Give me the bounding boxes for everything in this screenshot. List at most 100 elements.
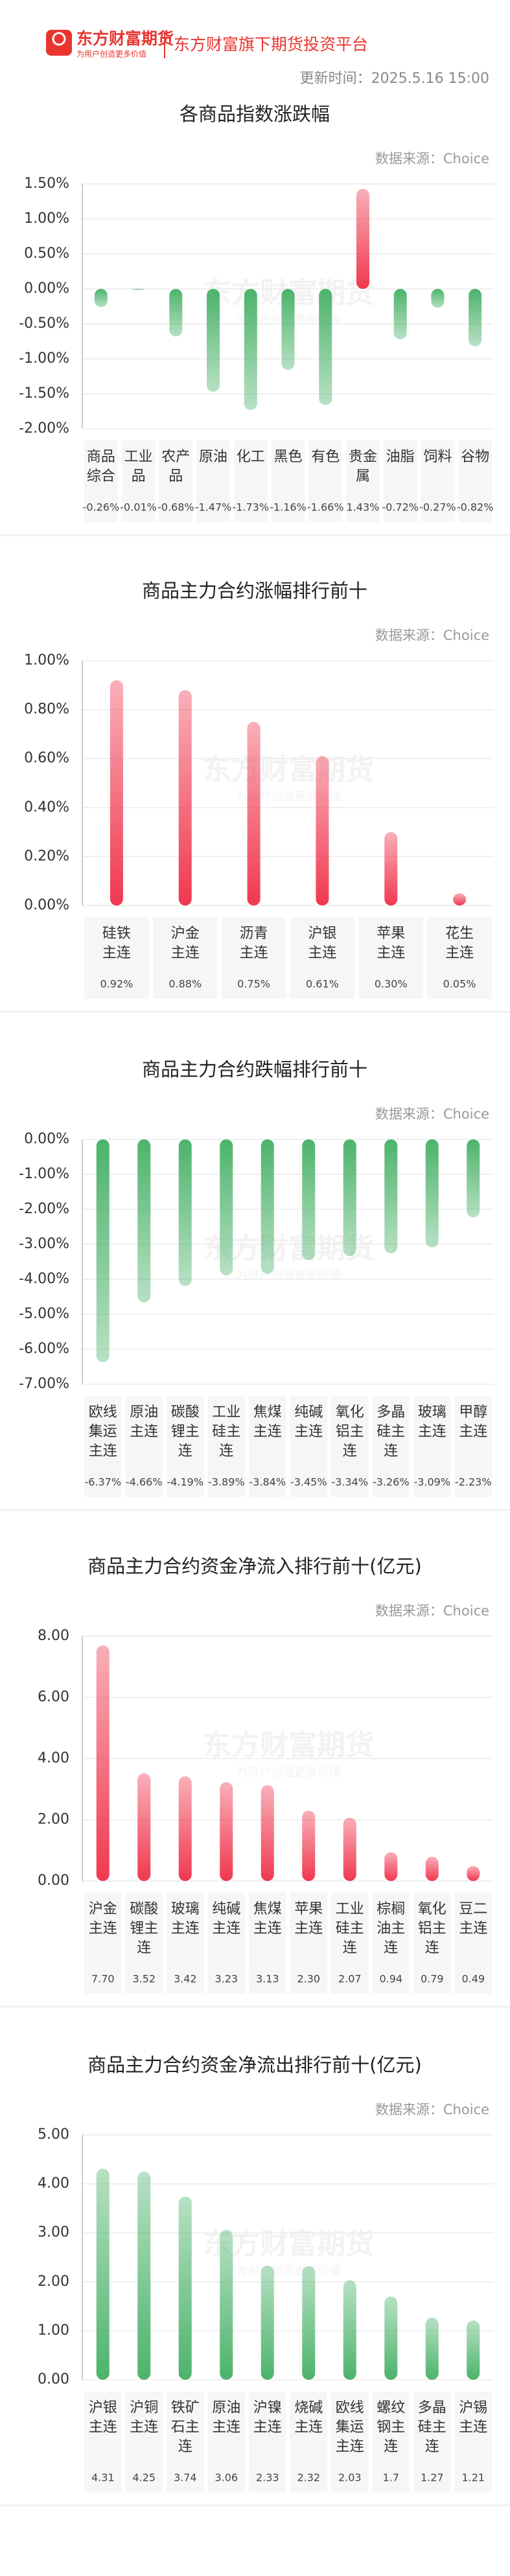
value-label: 0.61% <box>306 978 339 990</box>
x-tick-label: 碳酸锂主连 <box>171 1404 200 1459</box>
label-box <box>125 1396 163 1497</box>
y-tick-label: -4.00% <box>19 1271 69 1287</box>
y-tick-label: 1.00% <box>24 652 69 668</box>
value-label: 3.13 <box>256 1973 279 1985</box>
value-label: 0.92% <box>100 978 133 990</box>
bar <box>384 2296 398 2380</box>
x-tick-label: 铁矿石主连 <box>171 2400 200 2455</box>
y-tick-label: 0.00% <box>24 280 69 297</box>
bar <box>467 2320 480 2380</box>
x-tick-label: 豆二主连 <box>459 1901 487 1937</box>
y-tick-label: 0.80% <box>24 701 69 718</box>
value-label: 0.75% <box>237 978 270 990</box>
label-box <box>159 440 193 522</box>
watermark-slogan: 为用户创造更多价值 <box>236 1766 341 1779</box>
x-tick-label: 原油主连 <box>130 1404 158 1440</box>
y-tick-label: 0.20% <box>24 848 69 864</box>
bar <box>467 1865 480 1881</box>
label-box <box>308 440 343 522</box>
bar <box>384 1852 398 1881</box>
bar <box>96 1645 110 1881</box>
x-tick-label: 谷物 <box>461 449 489 465</box>
label-box <box>331 2391 369 2492</box>
data-source: 数据来源：Choice <box>375 1603 489 1619</box>
x-tick-label: 碳酸锂主连 <box>130 1901 158 1956</box>
x-tick-label: 焦煤主连 <box>253 1404 282 1440</box>
bar <box>343 1818 356 1881</box>
value-label: -0.82% <box>457 501 494 514</box>
label-box <box>207 1396 245 1497</box>
x-tick-label: 多晶硅主连 <box>377 1404 405 1459</box>
x-tick-label: 沪铜主连 <box>130 2400 158 2435</box>
logo-mark <box>52 32 66 46</box>
bar <box>261 1785 274 1881</box>
y-tick-label: 2.00 <box>38 1812 69 1828</box>
x-tick-label: 硅铁主连 <box>102 926 131 961</box>
value-label: 2.30 <box>297 1973 320 1985</box>
label-box <box>413 1893 451 1994</box>
value-label: 2.32 <box>297 2472 320 2484</box>
bar <box>425 1856 439 1881</box>
value-label: -0.68% <box>157 501 194 514</box>
y-tick-label: 0.00 <box>38 2371 69 2388</box>
x-tick-label: 花生主连 <box>445 926 474 961</box>
value-label: -1.16% <box>270 501 307 514</box>
value-label: -3.09% <box>413 1476 450 1488</box>
bar <box>178 1776 192 1881</box>
label-box <box>421 440 455 522</box>
y-tick-label: -2.00% <box>19 420 69 437</box>
watermark-slogan: 为用户创造更多价值 <box>236 2264 341 2278</box>
x-tick-label: 玻璃主连 <box>418 1404 446 1440</box>
bar <box>110 680 123 906</box>
label-box <box>290 917 355 999</box>
label-box <box>249 1396 286 1497</box>
chart-title: 商品主力合约资金净流入排行前十(亿元) <box>87 1555 422 1577</box>
label-box <box>84 1893 122 1994</box>
label-box <box>331 1893 369 1994</box>
y-tick-label: -1.00% <box>19 1166 69 1182</box>
bar <box>178 1139 192 1286</box>
y-tick-label: 0.00% <box>24 897 69 913</box>
y-tick-label: 0.60% <box>24 750 69 766</box>
chart-title: 各商品指数涨跌幅 <box>180 103 330 125</box>
label-box <box>84 917 149 999</box>
bar <box>343 2280 356 2380</box>
logo-icon <box>46 30 72 56</box>
y-tick-label: 0.00% <box>24 1131 69 1147</box>
value-label: 3.42 <box>174 1973 197 1985</box>
value-label: 0.30% <box>375 978 408 990</box>
label-box <box>413 1396 451 1497</box>
bar <box>453 893 467 906</box>
bar <box>137 1773 151 1881</box>
label-box <box>196 440 230 522</box>
chart-title: 商品主力合约涨幅排行前十 <box>142 580 367 602</box>
label-box <box>454 2391 492 2492</box>
bar <box>244 289 257 410</box>
bar <box>261 1139 274 1274</box>
value-label: -4.19% <box>167 1476 203 1488</box>
label-box <box>331 1396 369 1497</box>
bar <box>393 289 407 339</box>
x-tick-label: 贵金属 <box>349 449 377 484</box>
bar <box>207 289 220 392</box>
x-tick-label: 农产品 <box>161 449 190 484</box>
x-tick-label: 螺纹钢主连 <box>377 2400 405 2455</box>
label-box <box>346 440 380 522</box>
x-tick-label: 苹果主连 <box>377 926 405 961</box>
x-tick-label: 工业品 <box>124 449 153 484</box>
x-tick-label: 化工 <box>237 449 265 465</box>
value-label: -4.66% <box>126 1476 163 1488</box>
value-label: 4.25 <box>132 2472 156 2484</box>
y-tick-label: 3.00 <box>38 2224 69 2240</box>
label-box <box>84 1396 122 1497</box>
x-tick-label: 沪锡主连 <box>459 2400 487 2435</box>
value-label: 3.74 <box>174 2472 197 2484</box>
x-tick-label: 烧碱主连 <box>294 2400 323 2435</box>
label-box <box>372 2391 410 2492</box>
update-time: 更新时间：2025.5.16 15:00 <box>300 71 489 87</box>
x-tick-label: 工业硅主连 <box>212 1404 240 1459</box>
value-label: 4.31 <box>91 2472 115 2484</box>
y-tick-label: 4.00 <box>38 2176 69 2192</box>
